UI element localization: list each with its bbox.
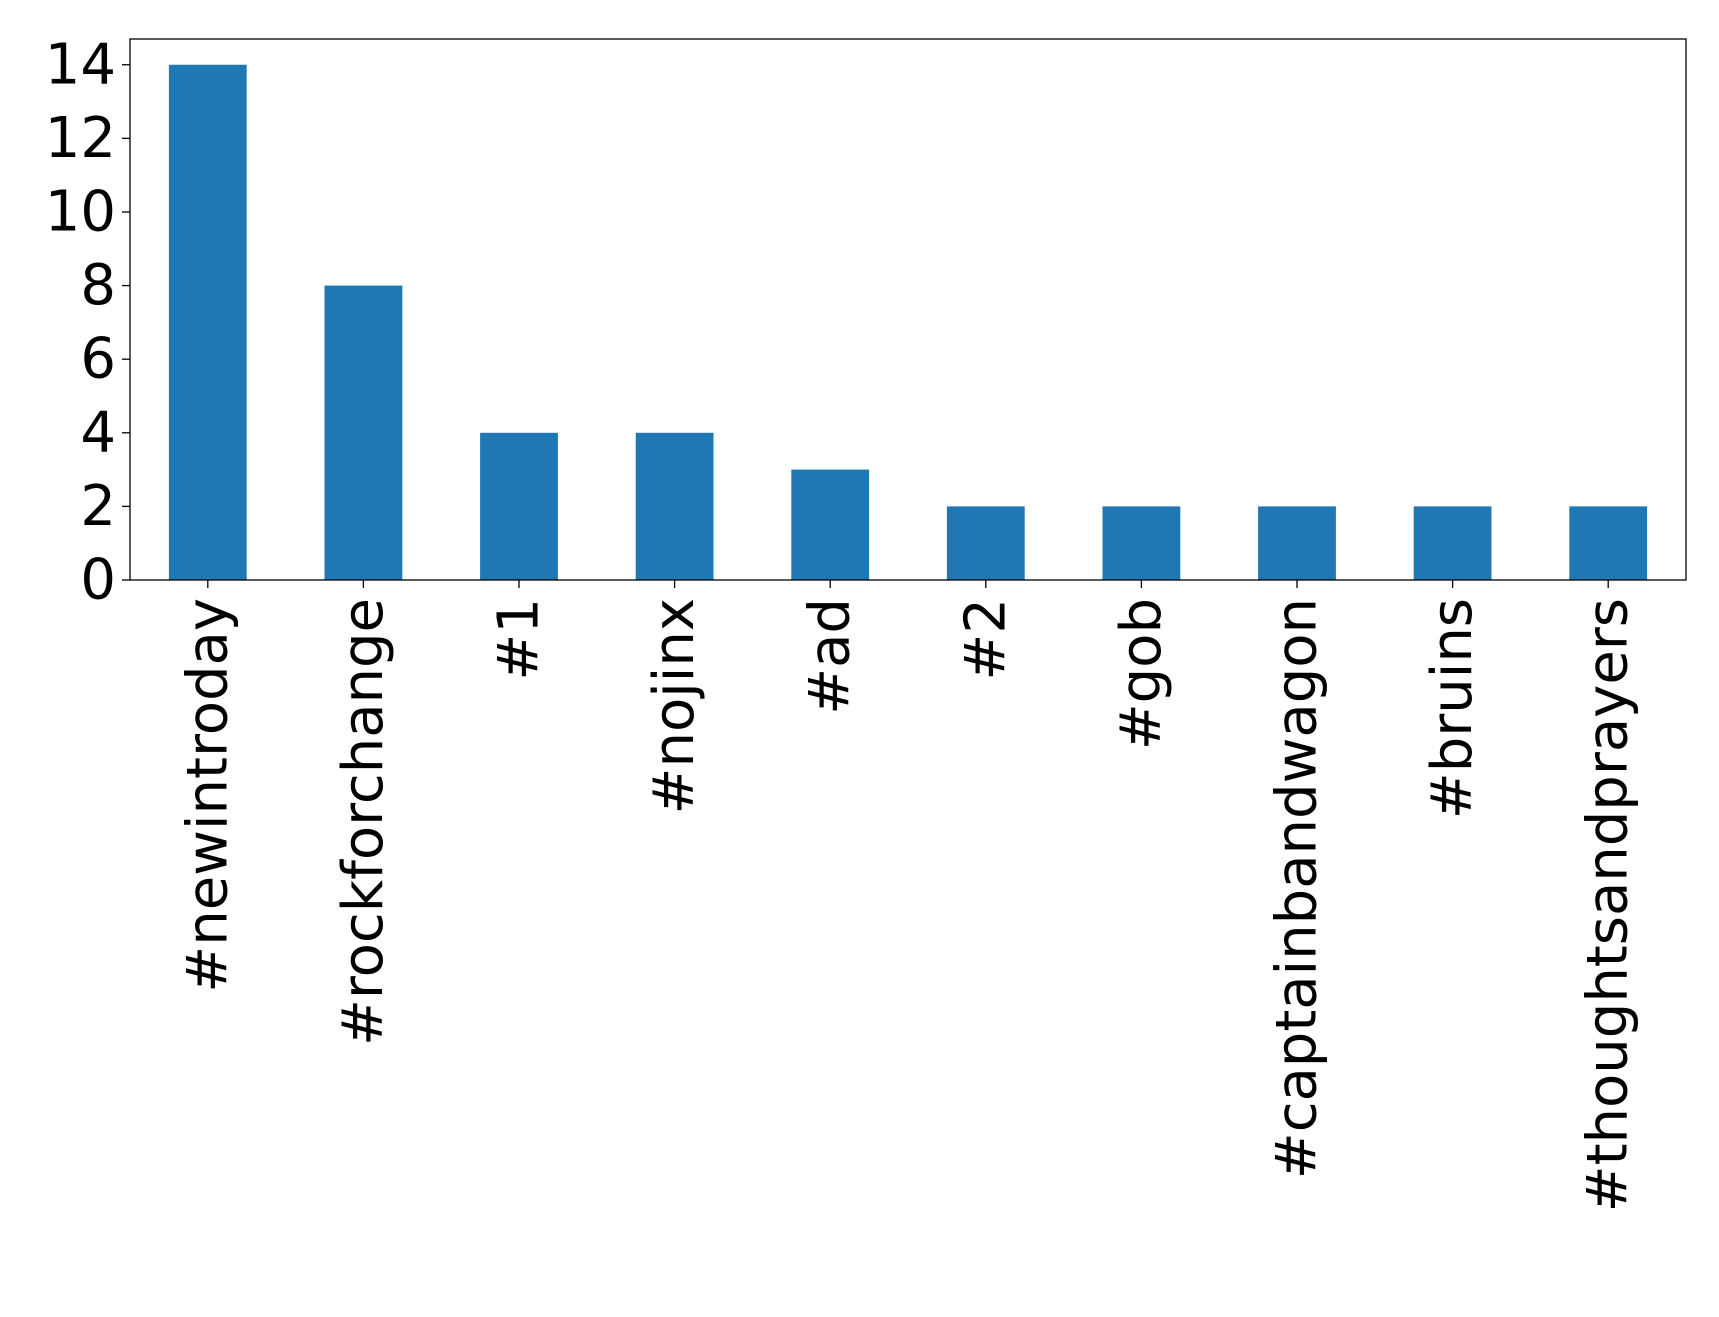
x-tick-label: #bruins bbox=[1420, 598, 1485, 819]
bar-10 bbox=[1569, 506, 1648, 580]
x-tick-label: #newintroday bbox=[175, 598, 240, 993]
y-tick-label: 4 bbox=[80, 400, 116, 465]
y-tick-label: 0 bbox=[80, 548, 116, 613]
bar-7 bbox=[1102, 506, 1181, 580]
x-tick-label: #gob bbox=[1109, 598, 1174, 750]
bar-8 bbox=[1258, 506, 1336, 580]
x-tick-label: #captainbandwagon bbox=[1265, 598, 1330, 1179]
x-axis: #newintroday #rockforchange #1 #nojinx #ad #2… bbox=[175, 580, 1641, 1212]
y-axis: 0 2 4 6 8 10 12 14 bbox=[45, 32, 130, 613]
y-tick-label: 12 bbox=[45, 106, 116, 171]
bar-9 bbox=[1413, 506, 1492, 580]
x-tick-label: #thoughtsandprayers bbox=[1576, 598, 1641, 1212]
bar-3 bbox=[480, 432, 558, 580]
y-tick-label: 6 bbox=[80, 327, 116, 392]
bar-4 bbox=[635, 432, 714, 580]
bar-1 bbox=[168, 64, 247, 580]
y-tick-label: 2 bbox=[80, 474, 116, 539]
x-tick-label: #1 bbox=[487, 598, 552, 681]
x-tick-label: #nojinx bbox=[642, 598, 707, 814]
bar-6 bbox=[946, 506, 1025, 580]
bar-5 bbox=[791, 469, 870, 580]
y-tick-label: 14 bbox=[45, 32, 116, 97]
x-tick-label: #2 bbox=[953, 598, 1018, 681]
x-tick-label: #rockforchange bbox=[331, 598, 396, 1046]
y-tick-label: 8 bbox=[80, 253, 116, 318]
bar-2 bbox=[324, 285, 403, 580]
y-tick-label: 10 bbox=[45, 179, 116, 244]
bars-layer bbox=[168, 64, 1648, 580]
x-tick-label: #ad bbox=[798, 598, 863, 715]
plot-frame bbox=[129, 38, 1687, 581]
